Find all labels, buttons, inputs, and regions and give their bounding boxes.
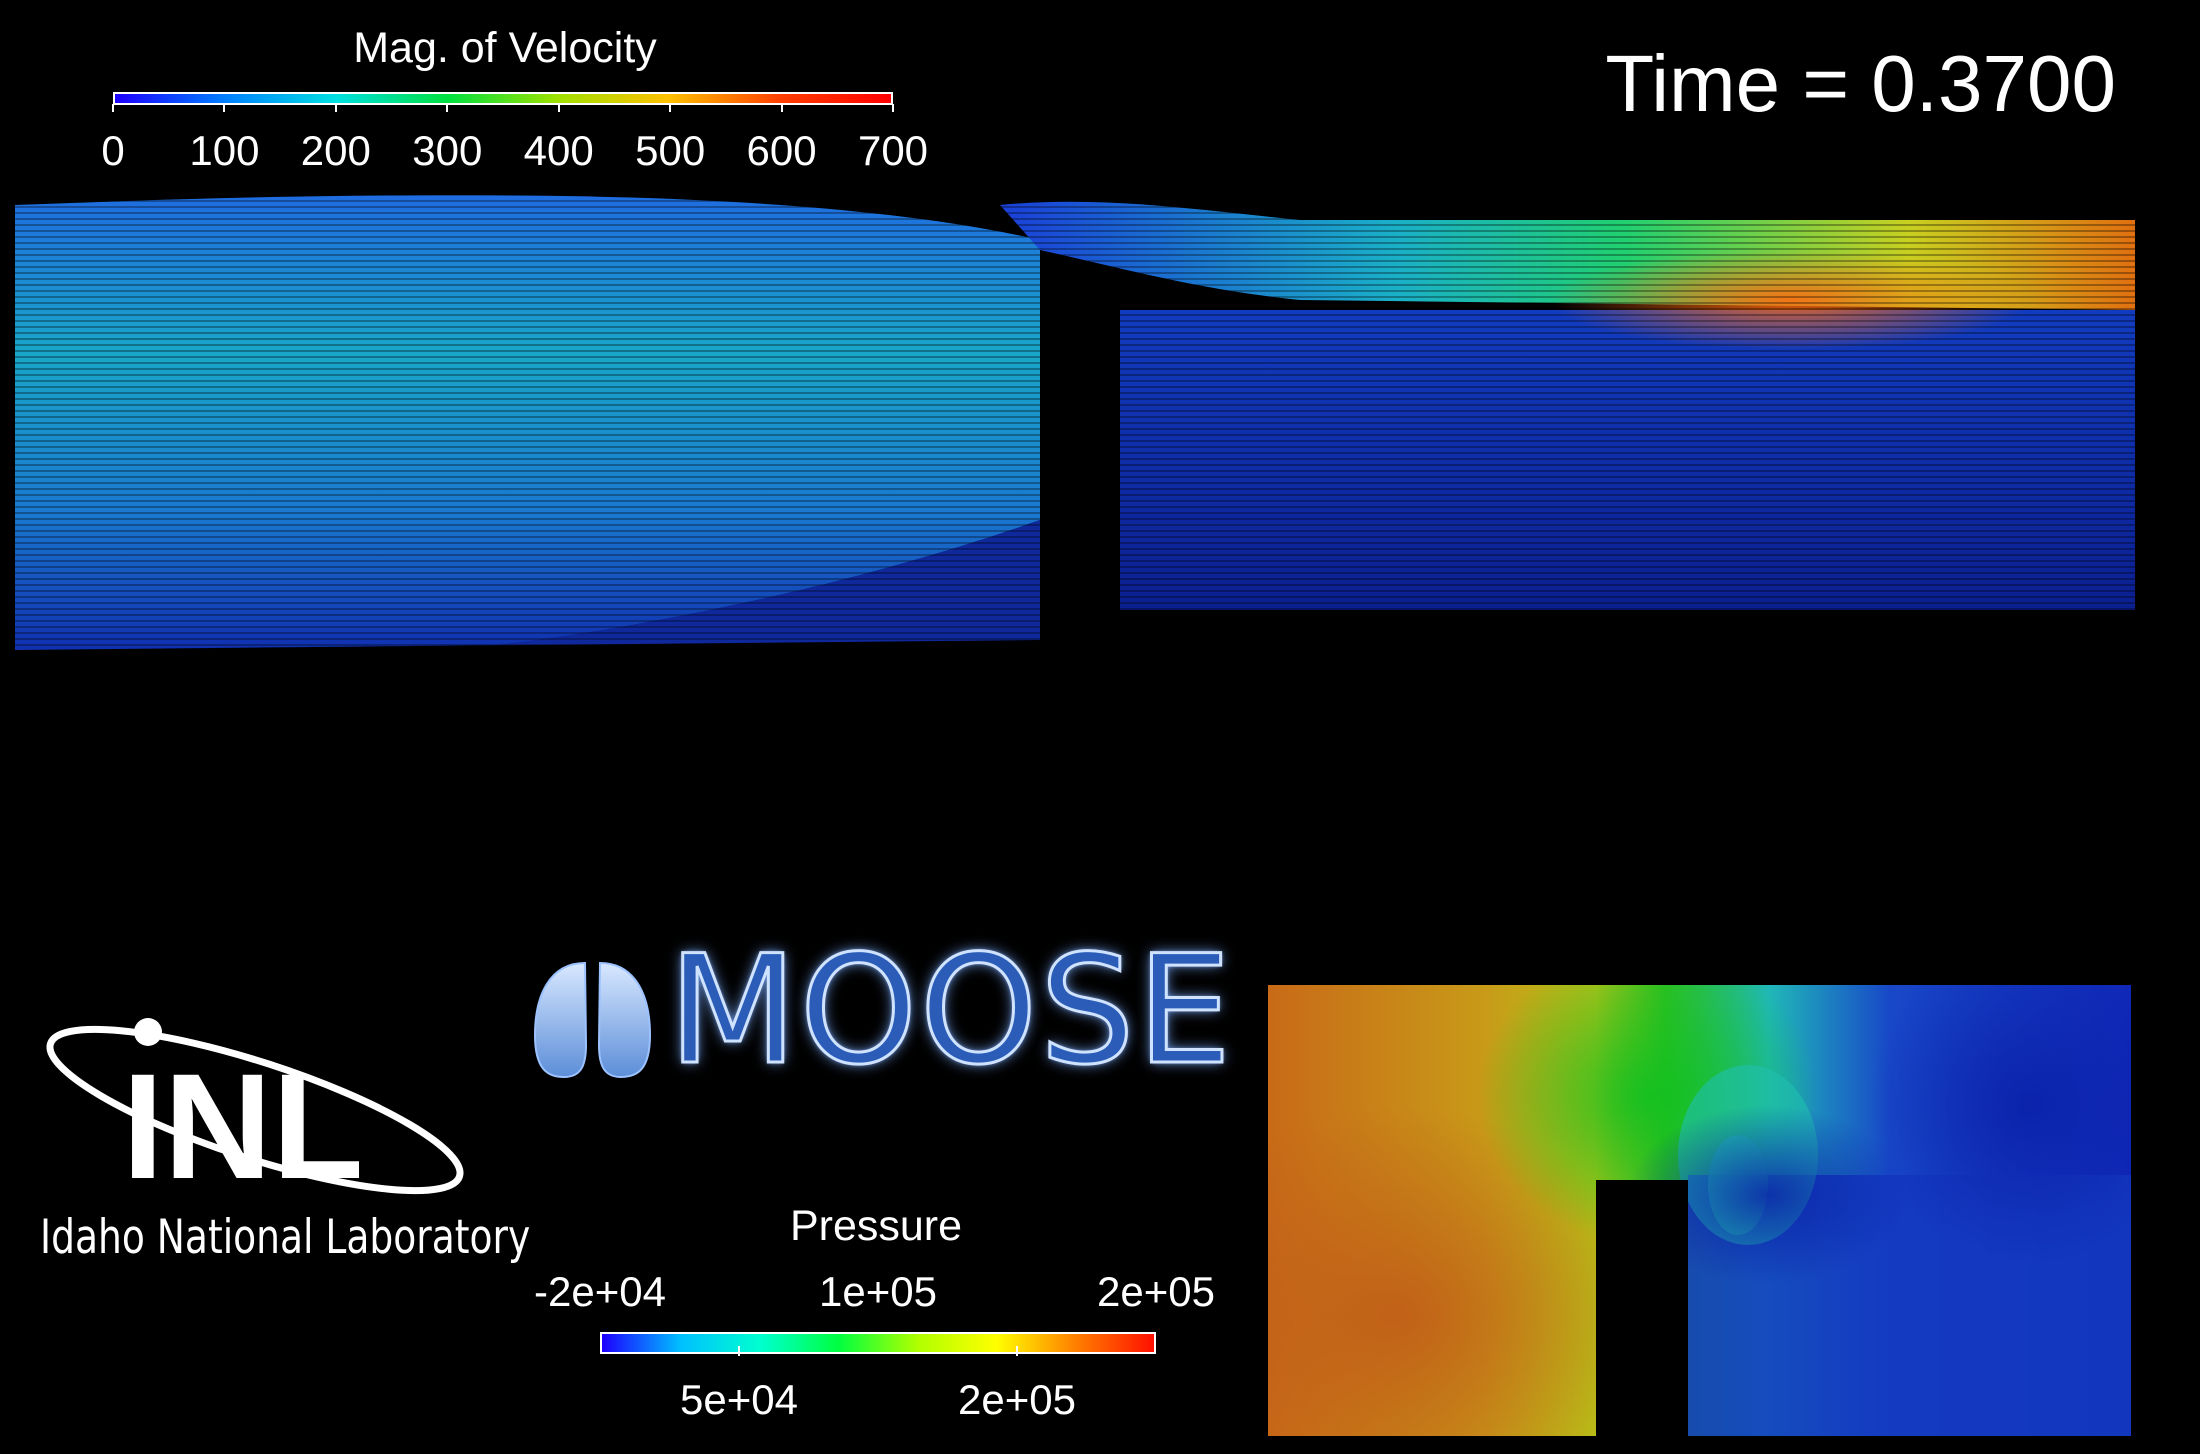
velocity-tick-mark — [557, 104, 560, 112]
moose-wordmark: MOOSE — [667, 924, 1234, 1098]
time-label: Time = 0.3700 — [1605, 39, 2116, 128]
velocity-tick-label: 500 — [635, 127, 706, 174]
pressure-bottom-tick-label: 2e+05 — [958, 1376, 1076, 1423]
moose-logo: MOOSE — [530, 935, 1233, 1090]
pressure-top-tick-label: -2e+04 — [534, 1268, 666, 1315]
pressure-top-tick-label: 2e+05 — [1097, 1268, 1215, 1315]
pressure-top-tick-label: 1e+05 — [819, 1268, 937, 1315]
inl-logo: INL Idaho National Laboratory — [30, 1010, 530, 1270]
pressure-tick-mark — [738, 1346, 740, 1356]
inl-emblem-icon: INL — [46, 1018, 464, 1210]
velocity-legend-title: Mag. of Velocity — [353, 24, 657, 72]
velocity-tick-mark — [446, 104, 449, 112]
velocity-tick-mark — [334, 104, 337, 112]
pressure-obstacle — [1596, 1180, 1688, 1436]
pressure-colorbar — [600, 1332, 1156, 1354]
inl-mark-text: INL — [122, 1042, 364, 1210]
inl-subtitle: Idaho National Laboratory — [40, 1210, 531, 1265]
velocity-tick-mark — [112, 104, 114, 112]
velocity-tick-label: 300 — [412, 127, 483, 174]
moose-antler-icon — [533, 961, 652, 1079]
velocity-tick-mark — [669, 104, 672, 112]
velocity-tick-mark — [892, 104, 894, 112]
pressure-field-plot — [1268, 985, 2131, 1436]
velocity-tick-mark — [780, 104, 783, 112]
pressure-bottom-tick-label: 5e+04 — [680, 1376, 798, 1423]
velocity-tick-label: 700 — [857, 127, 929, 174]
obstacle — [1040, 328, 1118, 910]
pressure-legend-title: Pressure — [789, 1202, 963, 1250]
velocity-tick-label: 100 — [189, 127, 260, 174]
velocity-tick-mark — [223, 104, 226, 112]
velocity-field-plot — [10, 190, 2140, 910]
velocity-tick-label: 600 — [746, 127, 817, 174]
velocity-tick-label: 400 — [523, 127, 594, 174]
velocity-tick-label: 0 — [101, 127, 125, 174]
pressure-tick-mark — [1016, 1346, 1018, 1356]
velocity-tick-label: 200 — [300, 127, 371, 174]
velocity-colorbar — [113, 92, 893, 105]
